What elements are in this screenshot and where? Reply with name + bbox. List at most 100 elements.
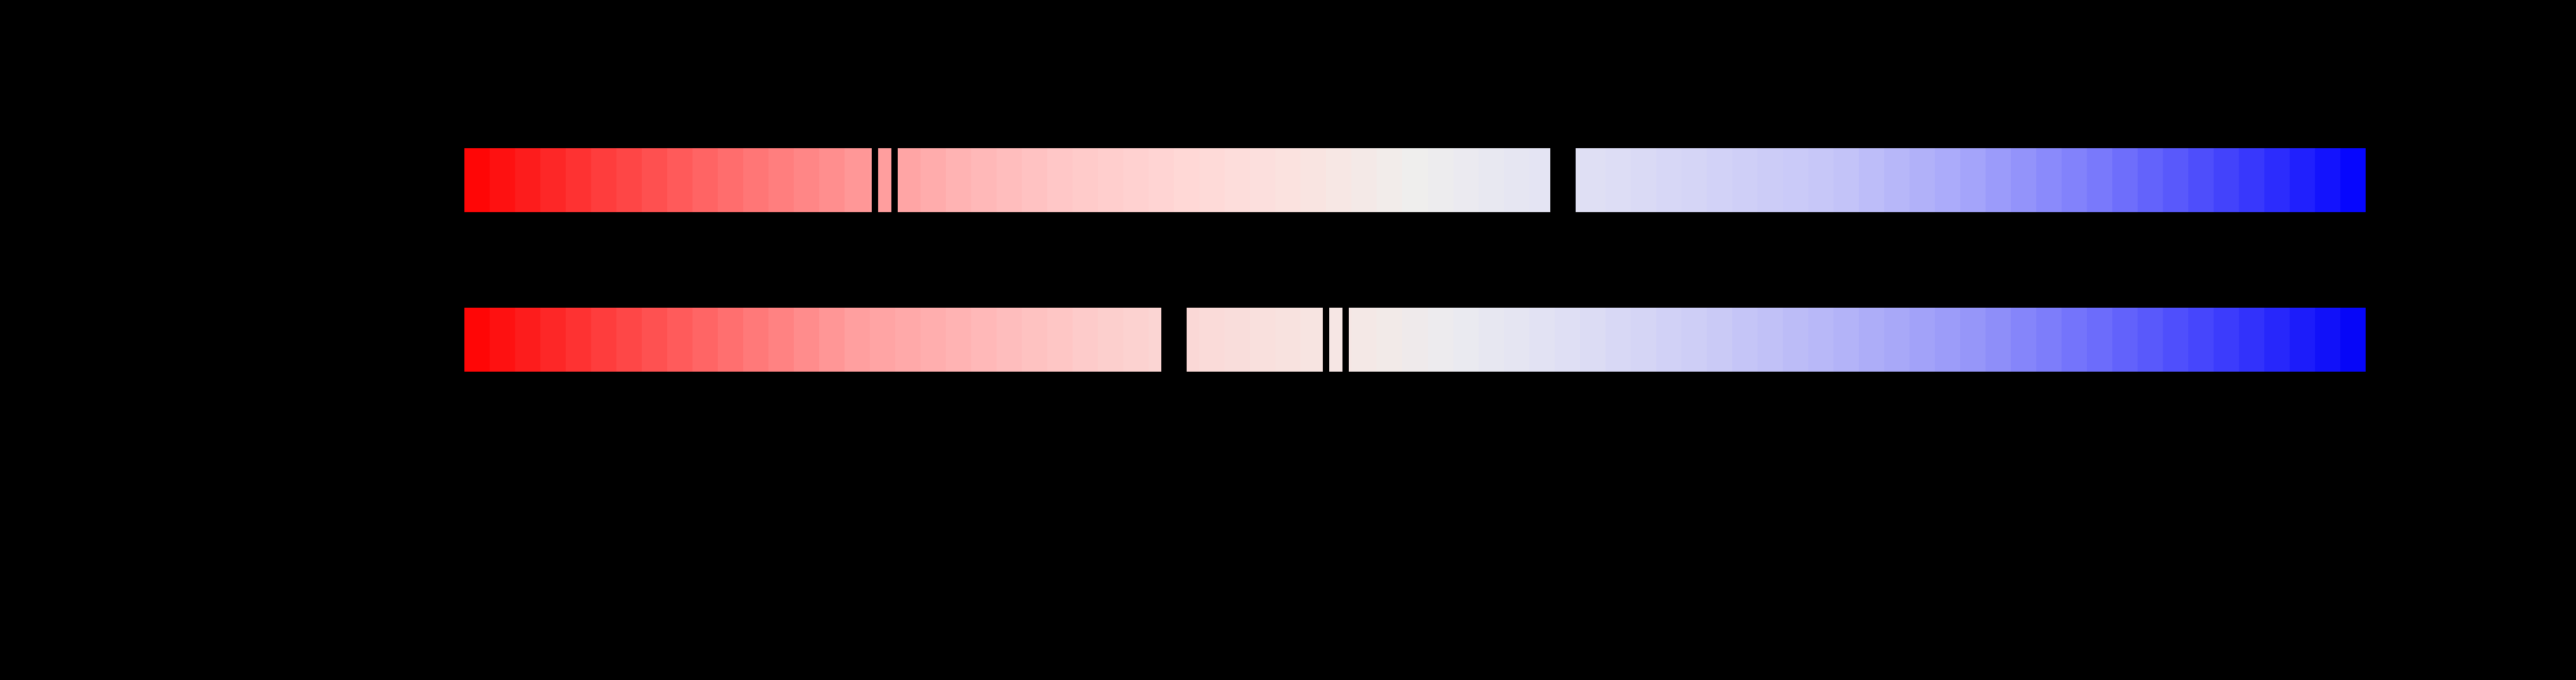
palette-segment [1123,148,1149,212]
palette-segment [819,308,845,372]
palette-segment [1605,148,1631,212]
palette-segment [1098,148,1124,212]
palette-segment [1731,308,1758,372]
palette-segment [2213,308,2240,372]
palette-segment [1402,308,1429,372]
palette-segment [1199,308,1225,372]
palette-segment [1960,148,1986,212]
palette-segment [2137,148,2164,212]
palette-segment [1453,308,1479,372]
palette-segment [768,148,794,212]
palette-segment [616,148,642,212]
palette-segment [2314,308,2341,372]
palette-segment [1782,148,1809,212]
palette-segment [464,148,490,212]
palette-segment [794,148,820,212]
bottom-color-ramp [464,308,2366,372]
palette-segment [794,308,820,372]
palette-segment [2112,308,2138,372]
palette-segment [1301,308,1327,372]
palette-segment [1858,308,1885,372]
palette-segment [2264,308,2290,372]
palette-segment [1909,148,1935,212]
palette-segment [1782,308,1809,372]
palette-segment [1833,308,1859,372]
palette-segment [667,148,693,212]
palette-segment [1655,148,1682,212]
palette-segment [566,308,592,372]
palette-segment [971,148,997,212]
palette-segment [1985,148,2012,212]
segment-border-tick [1342,308,1349,372]
palette-segment [540,148,566,212]
palette-segment [1909,308,1935,372]
palette-segment [1529,308,1555,372]
palette-segment [819,148,845,212]
palette-segment [768,308,794,372]
palette-segment [1427,308,1454,372]
palette-segment [845,148,870,212]
palette-segment [591,148,617,212]
palette-segment [2264,148,2290,212]
palette-segment [946,308,972,372]
palette-segment [1681,308,1707,372]
palette-segment [2010,148,2037,212]
palette-segment [2340,308,2366,372]
palette-segment [540,308,566,372]
palette-segment [1630,148,1657,212]
palette-segment [667,308,693,372]
palette-segment [2112,148,2138,212]
palette-segment [1579,308,1606,372]
palette-segment [692,148,718,212]
palette-segment [2289,308,2316,372]
palette-segment [1884,308,1910,372]
palette-segment [490,308,516,372]
palette-segment [1503,308,1530,372]
palette-segment [642,308,668,372]
palette-segment [1757,148,1783,212]
palette-segment [1098,308,1124,372]
palette-segment [1073,148,1099,212]
palette-segment [895,308,921,372]
palette-segment [1199,148,1225,212]
palette-segment [1225,308,1251,372]
palette-segment [1402,148,1429,212]
palette-segment [1123,308,1149,372]
palette-segment [1250,308,1277,372]
palette-segment [718,308,744,372]
palette-segment [1681,148,1707,212]
palette-segment [692,308,718,372]
palette-segment [1808,308,1834,372]
palette-segment [515,148,541,212]
palette-segment [464,308,490,372]
palette-segment [718,148,744,212]
palette-segment [1478,308,1505,372]
palette-segment [1706,148,1733,212]
palette-segment [2086,148,2113,212]
palette-segment [1453,148,1479,212]
palette-segment [2162,148,2189,212]
missing-segment-gap [1161,308,1187,372]
palette-segment [2340,148,2366,212]
palette-segment [1174,148,1200,212]
top-color-ramp [464,148,2366,212]
palette-segment [591,308,617,372]
palette-segment [616,308,642,372]
palette-segment [1047,308,1073,372]
palette-segment [1047,148,1073,212]
missing-segment-gap [1550,148,1576,212]
palette-segment [515,308,541,372]
palette-segment [1022,308,1048,372]
palette-segment [1833,148,1859,212]
palette-segment [1757,308,1783,372]
palette-segment [2238,148,2265,212]
palette-segment [845,308,870,372]
palette-segment [2061,148,2088,212]
palette-segment [1225,148,1251,212]
palette-segment [1351,148,1378,212]
palette-segment [1884,148,1910,212]
palette-segment [870,308,896,372]
palette-segment [1073,308,1099,372]
palette-segment [2213,148,2240,212]
